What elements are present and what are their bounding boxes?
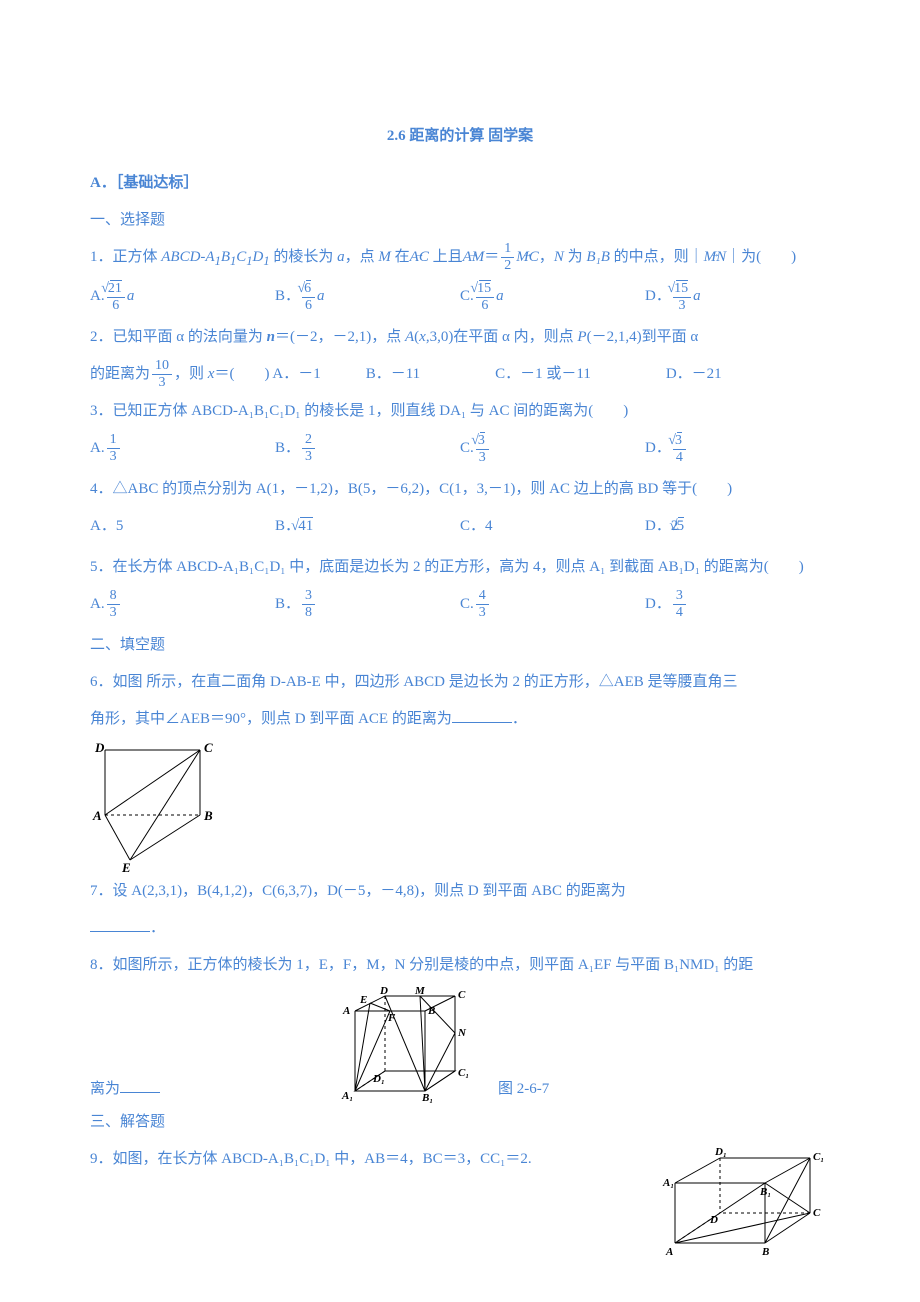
svg-text:A: A <box>92 808 102 823</box>
q2-t8: ＝( ) A．－1 B．－11 C．－1 或－11 D．－21 <box>214 366 721 382</box>
q1-text: 1．正方体 <box>90 249 161 265</box>
q5-optA: A.83 <box>90 588 275 621</box>
svg-text:B: B <box>203 808 213 823</box>
svg-text:D₁: D₁ <box>372 1073 385 1085</box>
svg-text:C₁: C₁ <box>458 1067 469 1079</box>
svg-text:D: D <box>709 1214 718 1226</box>
q1-a: a <box>337 249 345 265</box>
figure-8-label: 图 2-6-7 <box>498 1073 549 1106</box>
q1-t4: 在 <box>391 249 410 265</box>
q1-eq: ＝ <box>484 249 499 265</box>
svg-text:A₁: A₁ <box>662 1177 674 1189</box>
question-7: 7．设 A(2,3,1)，B(4,1,2)，C(6,3,7)，D(－5，－4,8… <box>90 875 830 908</box>
blank-8 <box>120 1079 160 1093</box>
question-6-l1: 6．如图 所示，在直二面角 D-AB-E 中，四边形 ABCD 是边长为 2 的… <box>90 666 830 699</box>
q1-t2: 的棱长为 <box>270 249 338 265</box>
question-6-l2: 角形，其中∠AEB＝90°，则点 D 到平面 ACE 的距离为． <box>90 703 830 736</box>
svg-text:E: E <box>121 860 131 875</box>
subhead-2: 二、填空题 <box>90 629 830 662</box>
q1-half: 12 <box>501 242 514 273</box>
subhead-3: 三、解答题 <box>90 1106 830 1139</box>
blank-7 <box>90 918 150 932</box>
q3-options: A.13 B．23 C.33 D．34 <box>90 432 830 465</box>
q1-t9: ｜为( ) <box>726 249 796 265</box>
svg-text:A: A <box>342 1005 350 1017</box>
q2-t6: 的距离为 <box>90 366 150 382</box>
q1-t8: 的中点，则｜ <box>610 249 704 265</box>
figure-6: D C A B E <box>90 740 220 875</box>
q2-frac: 103 <box>152 359 172 390</box>
svg-text:M: M <box>414 986 426 997</box>
q1-B1B: B₁B <box>586 249 610 265</box>
q2-n: n <box>267 329 275 345</box>
q1-optD: D．153a <box>645 280 830 313</box>
q1-t5: 上且 <box>429 249 463 265</box>
figure-9: A₁ B₁ C₁ D₁ A B C D <box>660 1143 830 1258</box>
q1-t7: 为 <box>564 249 587 265</box>
q2-t7: ，则 <box>174 366 208 382</box>
q3-optC: C.33 <box>460 432 645 465</box>
svg-text:D: D <box>379 986 388 997</box>
q5-optC: C.43 <box>460 588 645 621</box>
question-8-l1: 8．如图所示，正方体的棱长为 1，E，F，M，N 分别是棱的中点，则平面 A₁E… <box>90 949 830 982</box>
question-3: 3．已知正方体 ABCD-A₁B₁C₁D₁ 的棱长是 1，则直线 DA₁ 与 A… <box>90 395 830 428</box>
q3-optD: D．34 <box>645 432 830 465</box>
svg-text:A: A <box>665 1246 673 1258</box>
svg-text:C: C <box>813 1207 821 1219</box>
q1-options: A.216a B．66a C.156a D．153a <box>90 280 830 313</box>
q1-optB: B．66a <box>275 280 460 313</box>
question-1: 1．正方体 ABCD-A1B1C1D1 的棱长为 a，点 M 在→AC 上且→A… <box>90 241 830 276</box>
question-2: 2．已知平面 α 的法向量为 n＝(－2，－2,1)，点 A(x,3,0)在平面… <box>90 321 830 354</box>
q2-t1: 2．已知平面 α 的法向量为 <box>90 329 267 345</box>
svg-text:C: C <box>204 740 213 755</box>
q4-optA: A．5 <box>90 510 275 543</box>
q1-cube: ABCD-A1B1C1D1 <box>161 249 269 265</box>
q5-optD: D．34 <box>645 588 830 621</box>
svg-text:D₁: D₁ <box>714 1146 727 1158</box>
q5-optB: B．38 <box>275 588 460 621</box>
question-9: 9．如图，在长方体 ABCD-A₁B₁C₁D₁ 中，AB＝4，BC＝3，CC₁＝… <box>90 1143 532 1176</box>
svg-text:A₁: A₁ <box>341 1090 353 1102</box>
question-8-l2: 离为 <box>90 1073 160 1106</box>
svg-text:C₁: C₁ <box>813 1151 824 1163</box>
svg-text:E: E <box>359 994 367 1006</box>
q4-optD: D．25 <box>645 510 830 543</box>
page-title: 2.6 距离的计算 固学案 <box>90 120 830 153</box>
svg-text:B: B <box>761 1246 769 1258</box>
q1-optA: A.216a <box>90 280 275 313</box>
q1-optC: C.156a <box>460 280 645 313</box>
q3-optA: A.13 <box>90 432 275 465</box>
svg-text:B₁: B₁ <box>759 1186 771 1198</box>
q5-options: A.83 B．38 C.43 D．34 <box>90 588 830 621</box>
svg-text:N: N <box>457 1027 467 1039</box>
section-a-head: A．［基础达标］ <box>90 167 830 200</box>
q4-options: A．5 B．41 C．4 D．25 <box>90 510 830 543</box>
svg-text:B: B <box>427 1005 435 1017</box>
question-7b: ． <box>90 912 830 945</box>
q1-t3: ，点 <box>345 249 379 265</box>
question-5: 5．在长方体 ABCD-A₁B₁C₁D₁ 中，底面是边长为 2 的正方形，高为 … <box>90 551 830 584</box>
subhead-1: 一、选择题 <box>90 204 830 237</box>
figure-8: A B C D A₁ B₁ C₁ D₁ E F M N <box>340 986 490 1106</box>
question-2b: 的距离为103，则 x＝( ) A．－1 B．－11 C．－1 或－11 D．－… <box>90 358 830 391</box>
q2-x: x <box>419 329 426 345</box>
q1-N: N <box>554 249 564 265</box>
q1-M: M <box>378 249 391 265</box>
svg-text:D: D <box>94 740 105 755</box>
q2-P: P <box>577 329 586 345</box>
q2-t2: ＝(－2，－2,1)，点 <box>275 329 405 345</box>
q2-t4: ,3,0)在平面 α 内，则点 <box>426 329 578 345</box>
q2-A: A <box>405 329 414 345</box>
q2-t5: (－2,1,4)到平面 α <box>587 329 699 345</box>
svg-text:F: F <box>387 1012 396 1024</box>
svg-text:C: C <box>458 989 466 1001</box>
q4-optB: B．41 <box>275 510 460 543</box>
q3-optB: B．23 <box>275 432 460 465</box>
svg-text:B₁: B₁ <box>421 1092 433 1104</box>
q1-t6: ， <box>539 249 554 265</box>
question-4: 4．△ABC 的顶点分别为 A(1，－1,2)，B(5，－6,2)，C(1，3,… <box>90 473 830 506</box>
blank-6 <box>452 709 512 723</box>
q4-optC: C．4 <box>460 510 645 543</box>
